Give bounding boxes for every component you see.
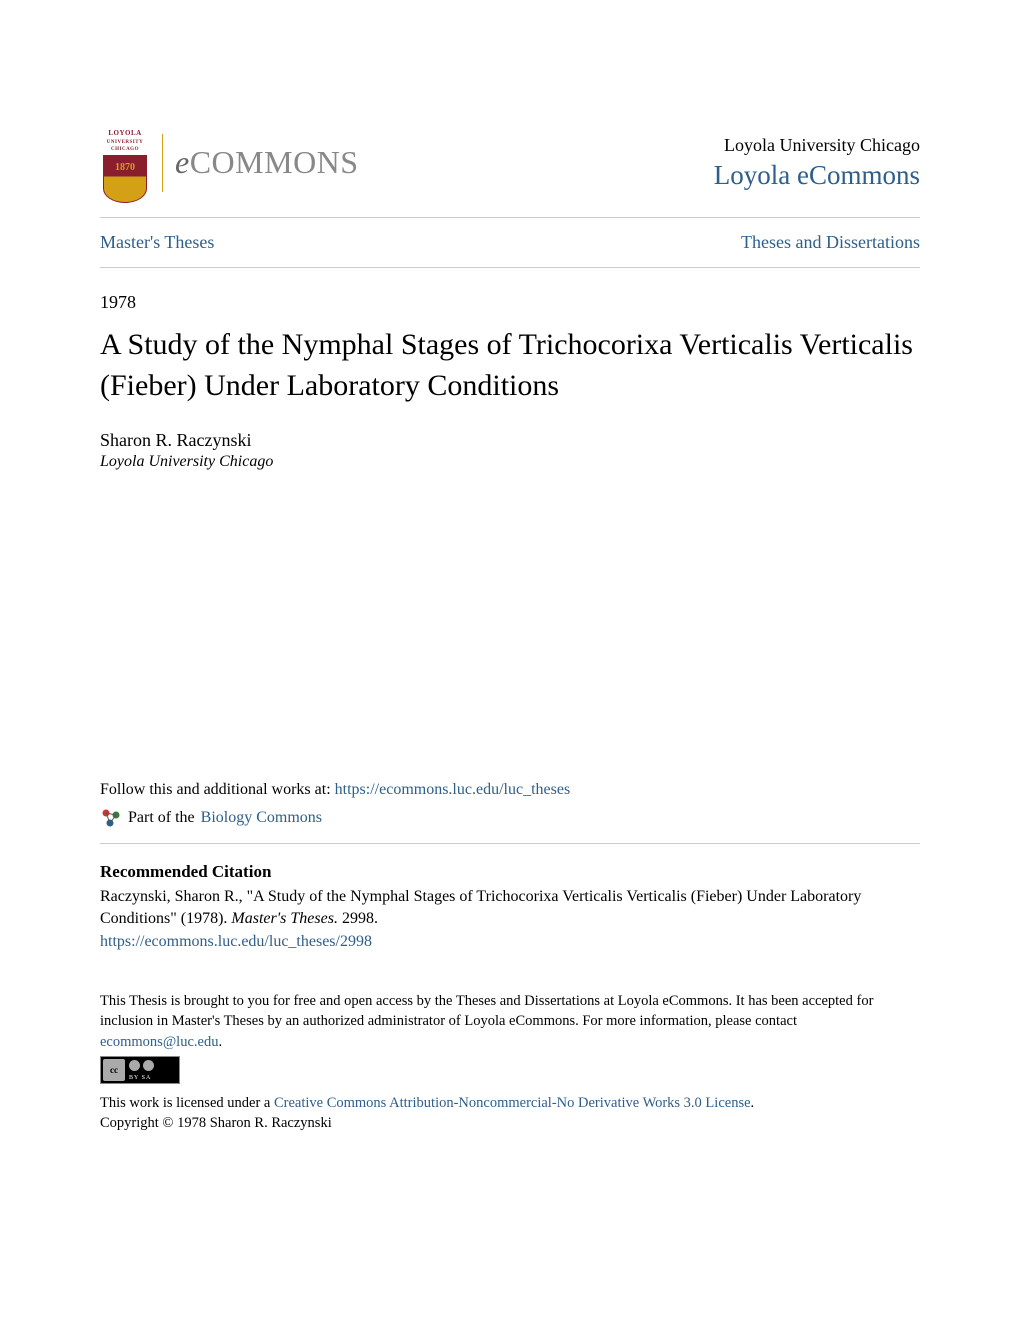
logo-text-top: LOYOLA UNIVERSITY CHICAGO: [100, 130, 150, 153]
license-statement: This work is licensed under a Creative C…: [100, 1093, 920, 1113]
cc-sublabel: BY SA: [129, 1075, 151, 1081]
citation-series: Master's Theses.: [231, 910, 338, 927]
cc-label: cc: [103, 1059, 125, 1081]
recommended-citation-heading: Recommended Citation: [100, 862, 920, 882]
author-affiliation: Loyola University Chicago: [100, 453, 920, 471]
period: .: [218, 1034, 222, 1050]
access-text: This Thesis is brought to you for free a…: [100, 993, 873, 1029]
publication-year: 1978: [100, 292, 920, 313]
network-icon: [100, 807, 122, 829]
breadcrumb-nav: Master's Theses Theses and Dissertations: [100, 232, 920, 253]
access-statement: This Thesis is brought to you for free a…: [100, 991, 920, 1052]
part-of-line: Part of the Biology Commons: [100, 807, 920, 829]
university-name: Loyola University Chicago: [714, 135, 920, 156]
cc-icons: [129, 1060, 154, 1071]
follow-works-line: Follow this and additional works at: htt…: [100, 781, 920, 799]
ecommons-logo: eCOMMONS: [175, 144, 359, 181]
document-title: A Study of the Nymphal Stages of Trichoc…: [100, 325, 920, 406]
citation-number: 2998.: [338, 910, 378, 927]
collection-link[interactable]: Master's Theses: [100, 232, 214, 253]
parent-collection-link[interactable]: Theses and Dissertations: [741, 232, 920, 253]
citation-text: Raczynski, Sharon R., "A Study of the Ny…: [100, 886, 920, 953]
citation-body: Raczynski, Sharon R., "A Study of the Ny…: [100, 888, 861, 927]
spacer: [100, 471, 920, 781]
vertical-divider: [162, 134, 163, 192]
horizontal-rule: [100, 267, 920, 268]
repository-link[interactable]: Loyola eCommons: [714, 160, 920, 190]
horizontal-rule: [100, 217, 920, 218]
cc-by-icon: [129, 1060, 140, 1071]
header: LOYOLA UNIVERSITY CHICAGO 1870 eCOMMONS …: [100, 130, 920, 203]
part-of-prefix: Part of the: [128, 809, 195, 827]
shield-year: 1870: [104, 162, 146, 173]
header-right: Loyola University Chicago Loyola eCommon…: [714, 135, 920, 191]
citation-url-link[interactable]: https://ecommons.luc.edu/luc_theses/2998: [100, 933, 372, 950]
loyola-shield-icon: LOYOLA UNIVERSITY CHICAGO 1870: [100, 130, 150, 195]
copyright-statement: Copyright © 1978 Sharon R. Raczynski: [100, 1113, 920, 1133]
cc-sa-icon: [143, 1060, 154, 1071]
contact-email-link[interactable]: ecommons@luc.edu: [100, 1034, 218, 1050]
discipline-link[interactable]: Biology Commons: [201, 809, 322, 827]
follow-prefix: Follow this and additional works at:: [100, 781, 335, 798]
logo-block: LOYOLA UNIVERSITY CHICAGO 1870 eCOMMONS: [100, 130, 359, 195]
follow-url-link[interactable]: https://ecommons.luc.edu/luc_theses: [335, 781, 571, 798]
period: .: [751, 1095, 755, 1111]
license-link[interactable]: Creative Commons Attribution-Noncommerci…: [274, 1095, 751, 1111]
horizontal-rule: [100, 843, 920, 844]
shield-body-icon: 1870: [103, 155, 147, 203]
author-name: Sharon R. Raczynski: [100, 430, 920, 451]
license-prefix: This work is licensed under a: [100, 1095, 274, 1111]
cc-license-badge-icon[interactable]: cc BY SA: [100, 1056, 180, 1084]
